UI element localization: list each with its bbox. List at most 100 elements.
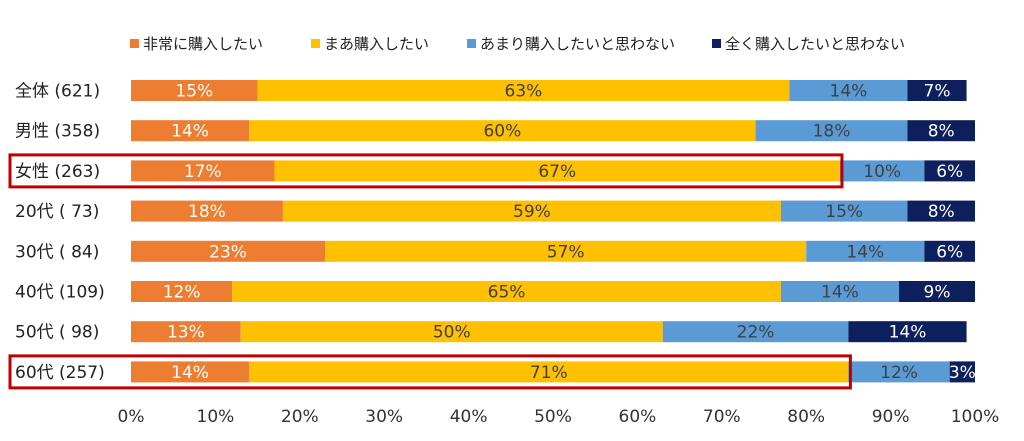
bar-segment-r5-s0 <box>131 281 233 302</box>
x-tick-label-8: 80% <box>787 407 825 427</box>
category-axis: 全体 (621) 男性 (358) 女性 (263) 20代 ( 73) 30代 ( 8… <box>15 82 105 383</box>
bar-segment-r6-s2 <box>662 321 849 343</box>
legend-swatch-1 <box>311 39 320 48</box>
data-label-r5-s1: 65% <box>488 283 526 303</box>
data-label-r3-s1: 59% <box>513 202 551 222</box>
bar-segment-r0-s0 <box>131 80 258 101</box>
highlight-boxes <box>8 153 852 390</box>
data-label-r2-s1: 67% <box>538 162 576 182</box>
category-label-6: 50代 ( 98) <box>15 323 99 343</box>
data-label-r3-s3: 8% <box>928 202 955 222</box>
highlight-box-1 <box>8 354 852 390</box>
data-label-r5-s0: 12% <box>163 283 201 303</box>
bar-segment-r5-s2 <box>780 281 900 302</box>
data-label-r2-s3: 6% <box>936 162 963 182</box>
data-label-r1-s3: 8% <box>928 122 955 142</box>
x-tick-label-10: 100% <box>951 407 1000 427</box>
x-tick-label-2: 20% <box>281 407 319 427</box>
bar-segment-r2-s3 <box>924 160 975 182</box>
bar-segment-r3-s1 <box>282 200 781 222</box>
bar-segment-r1-s0 <box>131 120 250 142</box>
bar-segment-r4-s2 <box>806 240 925 262</box>
data-label-r7-s0: 14% <box>171 363 209 383</box>
bar-segment-r3-s3 <box>907 200 975 222</box>
x-tick-label-0: 0% <box>118 407 145 427</box>
data-label-r4-s3: 6% <box>936 242 963 262</box>
bar-segment-r2-s0 <box>131 160 275 182</box>
x-tick-label-6: 60% <box>619 407 657 427</box>
category-label-2: 女性 (263) <box>15 162 100 182</box>
bar-segment-r0-s1 <box>257 80 790 101</box>
bar-segment-r3-s2 <box>780 200 908 222</box>
data-label-r2-s0: 17% <box>184 162 222 182</box>
category-label-1: 男性 (358) <box>15 122 100 142</box>
data-label-r3-s2: 15% <box>825 202 863 222</box>
category-label-7: 60代 (257) <box>15 363 105 383</box>
data-label-r0-s2: 14% <box>830 82 868 102</box>
value-axis: 0% 10% 20% 30% 40% 50% 60% 70% 80% 90% 100% <box>118 407 1000 427</box>
bar-segment-r7-s3 <box>949 361 975 383</box>
legend-swatch-0 <box>130 39 139 48</box>
legend-label-2: あまり購入したいと思わない <box>480 35 675 53</box>
category-label-0: 全体 (621) <box>15 82 100 102</box>
data-label-r1-s0: 14% <box>171 122 209 142</box>
data-label-r1-s2: 18% <box>813 122 851 142</box>
bar-segment-r4-s1 <box>325 240 807 262</box>
data-label-r3-s0: 18% <box>188 202 226 222</box>
bar-segment-r4-s3 <box>924 240 975 262</box>
bar-segment-r2-s2 <box>839 160 925 182</box>
legend: 非常に購入したい まあ購入したい あまり購入したいと思わない 全く購入したいと思わない <box>130 35 905 53</box>
data-label-r1-s1: 60% <box>483 122 521 142</box>
data-label-r4-s0: 23% <box>209 242 247 262</box>
data-label-r5-s2: 14% <box>821 283 859 303</box>
bar-segment-r0-s3 <box>907 80 967 101</box>
legend-swatch-3 <box>712 39 721 48</box>
bar-segment-r3-s0 <box>131 200 283 222</box>
bar-segment-r5-s3 <box>899 281 975 302</box>
data-label-r7-s1: 71% <box>530 363 568 383</box>
bar-segment-r6-s1 <box>240 321 663 343</box>
data-label-r6-s2: 22% <box>737 323 775 343</box>
bar-segment-r7-s1 <box>249 361 849 383</box>
legend-label-0: 非常に購入したい <box>143 35 263 53</box>
bar-segment-r6-s0 <box>131 321 241 343</box>
legend-label-3: 全く購入したいと思わない <box>725 35 905 53</box>
x-tick-label-5: 50% <box>534 407 572 427</box>
bar-segment-r0-s2 <box>789 80 908 101</box>
highlight-box-0 <box>8 153 844 189</box>
x-tick-label-3: 30% <box>365 407 403 427</box>
data-label-r4-s1: 57% <box>547 242 585 262</box>
legend-swatch-2 <box>467 39 476 48</box>
category-label-4: 30代 ( 84) <box>15 242 99 262</box>
data-label-r7-s3: 3% <box>949 363 976 383</box>
data-label-r2-s2: 10% <box>863 162 901 182</box>
data-label-r0-s3: 7% <box>924 82 951 102</box>
data-label-r4-s2: 14% <box>846 242 884 262</box>
category-label-3: 20代 ( 73) <box>15 202 99 222</box>
bar-segment-r1-s1 <box>249 120 756 142</box>
data-label-r6-s1: 50% <box>433 323 471 343</box>
data-label-r6-s0: 13% <box>167 323 205 343</box>
bar-segment-r7-s0 <box>131 361 250 383</box>
data-label-r0-s1: 63% <box>505 82 543 102</box>
bar-segment-r1-s3 <box>907 120 975 142</box>
bar-segment-r6-s3 <box>848 321 967 343</box>
data-label-r7-s2: 12% <box>880 363 918 383</box>
bar-segment-r1-s2 <box>755 120 908 142</box>
bar-segment-r4-s0 <box>131 240 326 262</box>
data-label-r6-s3: 14% <box>889 323 927 343</box>
plot-area: 15% 63% 14% 7% 14% 60% 18% 8% 17% 67% 10% 6% 18% 59% 1… <box>131 80 976 383</box>
legend-label-1: まあ購入したい <box>324 35 429 53</box>
x-tick-label-7: 70% <box>703 407 741 427</box>
category-label-5: 40代 (109) <box>15 283 105 303</box>
bar-segment-r2-s1 <box>274 160 840 182</box>
data-label-r5-s3: 9% <box>924 283 951 303</box>
x-tick-label-1: 10% <box>197 407 235 427</box>
x-tick-label-9: 90% <box>872 407 910 427</box>
x-tick-label-4: 40% <box>450 407 488 427</box>
data-label-r0-s0: 15% <box>175 82 213 102</box>
bar-segment-r5-s1 <box>232 281 781 302</box>
bar-segment-r7-s2 <box>848 361 950 383</box>
